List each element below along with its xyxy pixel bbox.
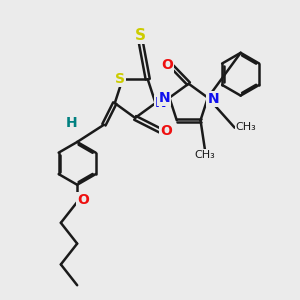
Text: CH₃: CH₃ <box>195 150 215 160</box>
Text: O: O <box>161 58 173 72</box>
Text: S: S <box>135 28 146 43</box>
Text: O: O <box>160 124 172 138</box>
Text: O: O <box>77 193 89 207</box>
Text: H: H <box>65 116 77 130</box>
Text: N: N <box>207 92 219 106</box>
Text: S: S <box>115 72 125 86</box>
Text: CH₃: CH₃ <box>236 122 256 132</box>
Text: N: N <box>158 91 170 105</box>
Text: N: N <box>155 96 167 110</box>
